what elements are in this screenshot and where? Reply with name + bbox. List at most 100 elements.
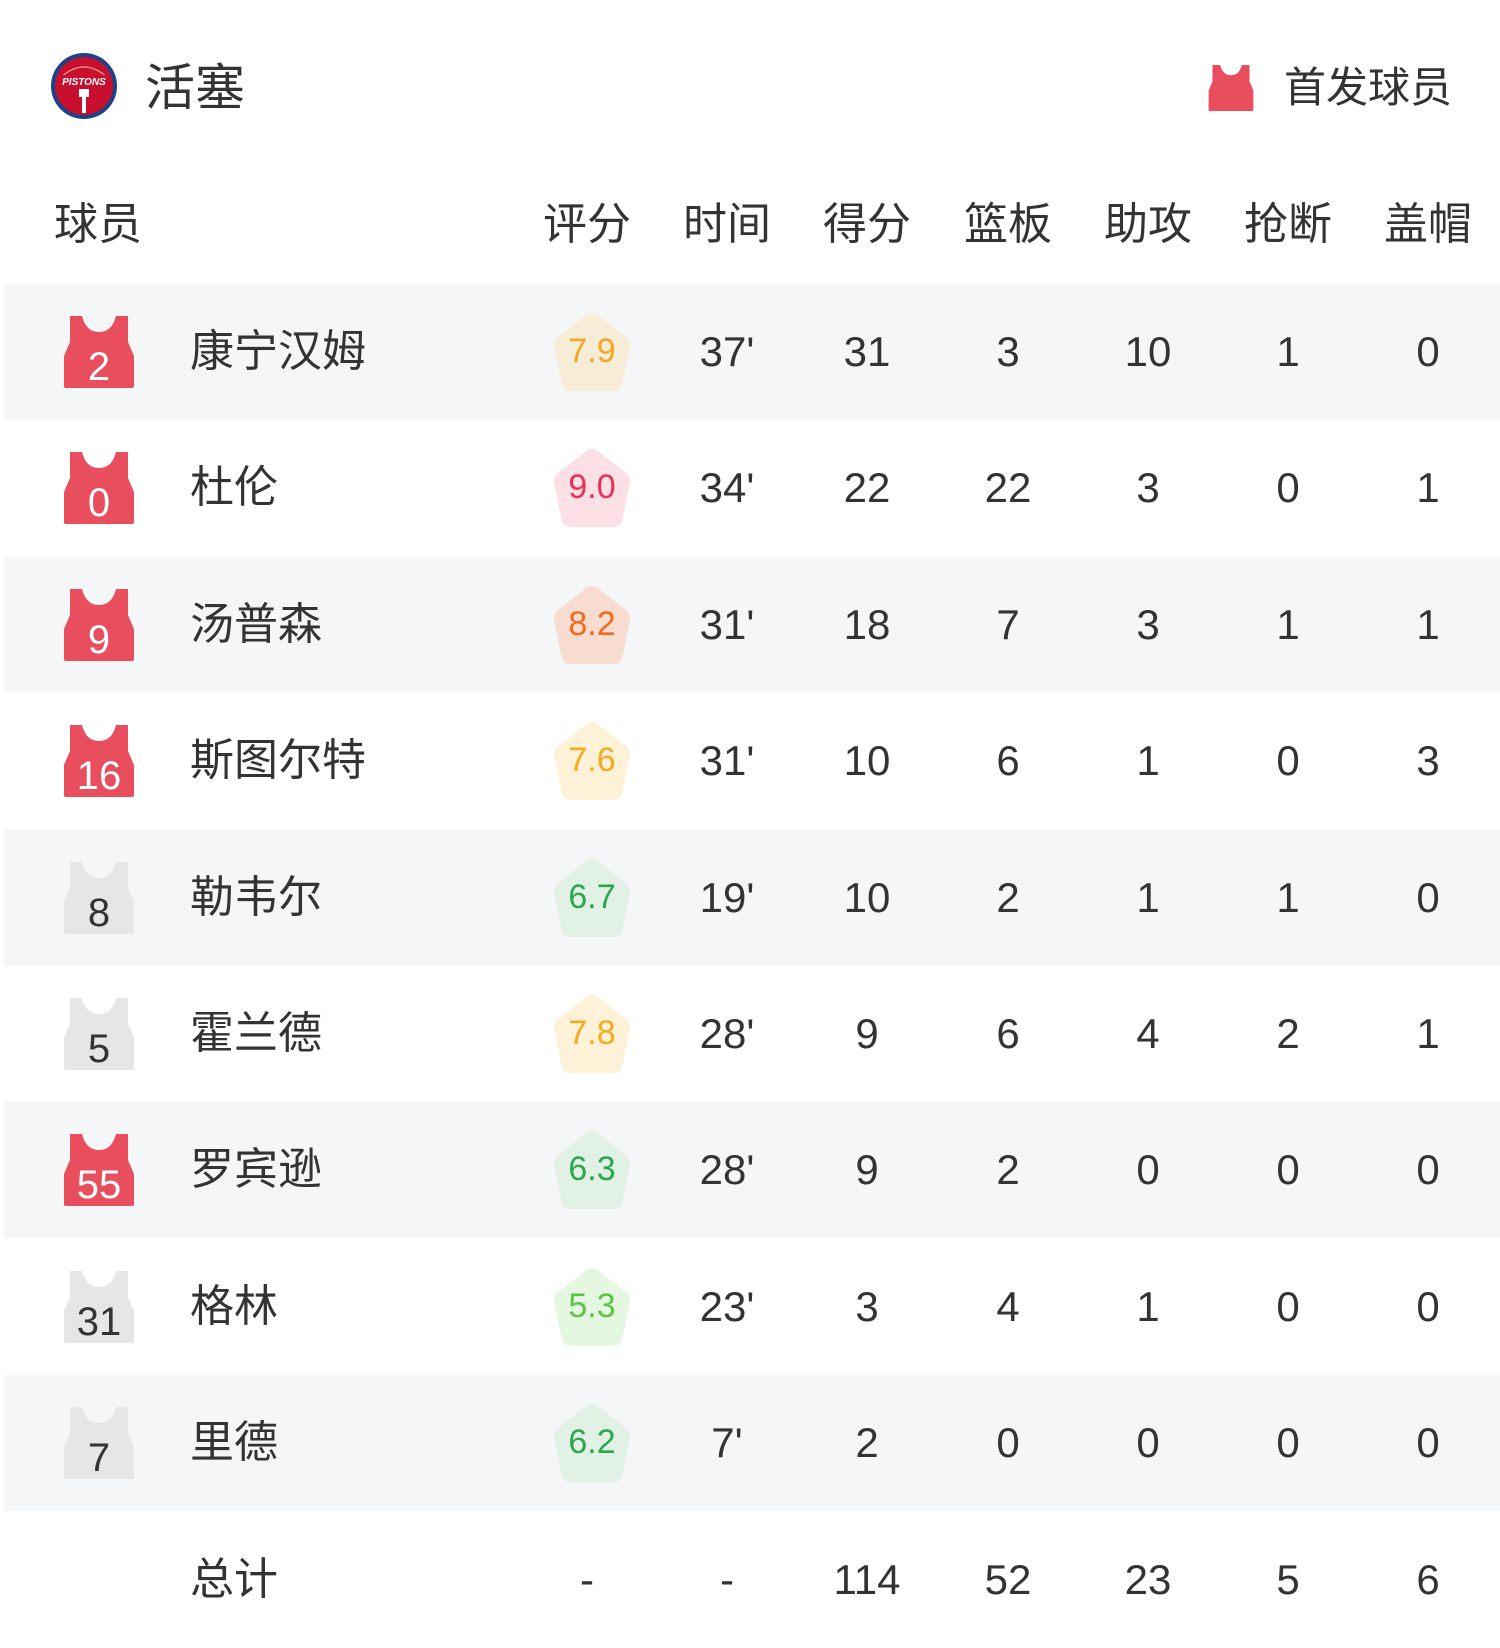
- player-row[interactable]: 2 康宁汉姆 7.9 37' 31 3 10 1 0: [4, 284, 1500, 420]
- rating-value: 7.8: [568, 1014, 616, 1052]
- jersey-icon: 5: [64, 998, 134, 1071]
- stat-minutes: 23': [699, 1282, 755, 1330]
- stat-minutes: 37': [699, 328, 755, 375]
- header-minutes[interactable]: 时间: [683, 200, 771, 249]
- player-row[interactable]: 0 杜伦 9.0 34' 22 22 3 0 1: [4, 420, 1500, 556]
- player-name[interactable]: 霍兰德: [190, 1009, 322, 1058]
- player-name[interactable]: 斯图尔特: [190, 736, 366, 786]
- rating-badge: 6.3: [552, 1129, 632, 1211]
- jersey-number: 31: [76, 1299, 122, 1344]
- stat-steals: 0: [1276, 1146, 1300, 1194]
- jersey-number: 0: [87, 481, 111, 526]
- rating-value: 7.6: [568, 741, 616, 780]
- stat-points: 9: [855, 1146, 879, 1194]
- player-row[interactable]: 8 勒韦尔 6.7 19' 10 2 1 1 0: [4, 829, 1500, 966]
- jersey-number: 7: [87, 1436, 111, 1481]
- jersey-icon: 8: [64, 861, 134, 935]
- header-player: 球员: [54, 200, 142, 249]
- player-name[interactable]: 罗宾逊: [190, 1145, 322, 1195]
- player-name[interactable]: 杜伦: [190, 463, 278, 513]
- stat-minutes: 19': [699, 873, 755, 921]
- header-blocks[interactable]: 盖帽: [1384, 200, 1472, 249]
- total-rebounds: 52: [984, 1556, 1032, 1603]
- player-name[interactable]: 康宁汉姆: [190, 327, 366, 376]
- stat-blocks: 0: [1416, 1146, 1440, 1194]
- jersey-icon: 16: [64, 725, 134, 798]
- stat-points: 31: [843, 328, 891, 375]
- player-row[interactable]: 7 里德 6.2 7' 2 0 0 0 0: [4, 1375, 1500, 1512]
- team-header: PISTONS 活塞 首发球员: [0, 40, 1500, 135]
- stat-assists: 1: [1136, 1282, 1160, 1330]
- stat-rebounds: 7: [996, 600, 1020, 648]
- rating-badge: 6.7: [552, 857, 632, 939]
- header-rating[interactable]: 评分: [543, 200, 631, 249]
- rating-value: 6.7: [568, 877, 616, 916]
- rating-badge: 6.2: [552, 1402, 632, 1484]
- stat-steals: 2: [1276, 1010, 1300, 1057]
- player-row[interactable]: 16 斯图尔特 7.6 31' 10 6 1 0 3: [4, 693, 1500, 829]
- jersey-icon: 55: [64, 1134, 134, 1207]
- stat-rebounds: 0: [996, 1419, 1020, 1467]
- total-points: 114: [833, 1556, 901, 1603]
- jersey-number: 5: [87, 1027, 111, 1071]
- stat-assists: 3: [1136, 600, 1160, 648]
- pistons-logo: PISTONS: [51, 53, 117, 119]
- player-name[interactable]: 勒韦尔: [190, 872, 322, 922]
- column-headers: 球员 评分 时间 得分 篮板 助攻 抢断 盖帽: [0, 190, 1500, 260]
- stat-rebounds: 22: [984, 464, 1032, 512]
- stat-points: 3: [855, 1282, 879, 1330]
- stat-assists: 0: [1136, 1419, 1160, 1467]
- rating-badge: 7.9: [552, 311, 632, 393]
- rating-badge: 5.3: [552, 1266, 632, 1348]
- total-minutes: -: [720, 1556, 734, 1603]
- stat-blocks: 0: [1416, 873, 1440, 921]
- totals-row: 总计 - - 114 52 23 5 6: [4, 1512, 1500, 1648]
- stat-rebounds: 6: [996, 1010, 1020, 1057]
- rating-value: 6.3: [568, 1150, 616, 1189]
- header-steals[interactable]: 抢断: [1244, 200, 1332, 249]
- header-assists[interactable]: 助攻: [1104, 200, 1192, 249]
- header-rebounds[interactable]: 篮板: [964, 200, 1052, 249]
- stat-rebounds: 4: [996, 1282, 1020, 1330]
- rating-value: 8.2: [568, 604, 616, 643]
- stat-rebounds: 6: [996, 737, 1020, 785]
- player-row[interactable]: 9 汤普森 8.2 31' 18 7 3 1 1: [4, 556, 1500, 693]
- stat-points: 10: [843, 873, 891, 921]
- stat-steals: 0: [1276, 1419, 1300, 1467]
- stat-points: 9: [855, 1010, 879, 1057]
- stat-minutes: 31': [699, 737, 755, 785]
- stat-assists: 3: [1136, 464, 1160, 512]
- stat-assists: 10: [1124, 328, 1172, 375]
- player-row[interactable]: 31 格林 5.3 23' 3 4 1 0 0: [4, 1239, 1500, 1375]
- stat-blocks: 1: [1416, 1010, 1440, 1057]
- rating-value: 7.9: [568, 332, 616, 370]
- stat-steals: 1: [1276, 600, 1300, 648]
- player-name[interactable]: 格林: [190, 1281, 278, 1331]
- player-name[interactable]: 汤普森: [190, 599, 322, 649]
- player-row[interactable]: 55 罗宾逊 6.3 28' 9 2 0 0 0: [4, 1102, 1500, 1239]
- stat-assists: 1: [1136, 873, 1160, 921]
- rating-badge: 9.0: [552, 447, 632, 529]
- jersey-icon: 0: [64, 452, 134, 525]
- starter-legend: 首发球员: [1208, 58, 1452, 118]
- header-points[interactable]: 得分: [823, 200, 911, 249]
- jersey-number: 55: [76, 1163, 122, 1208]
- stat-minutes: 34': [699, 464, 755, 512]
- player-row[interactable]: 5 霍兰德 7.8 28' 9 6 4 2 1: [4, 966, 1500, 1102]
- jersey-icon: 7: [64, 1407, 134, 1480]
- stat-minutes: 31': [699, 600, 755, 648]
- stat-blocks: 1: [1416, 600, 1440, 648]
- rating-badge: 7.6: [552, 720, 632, 802]
- jersey-number: 9: [87, 617, 111, 662]
- stat-steals: 0: [1276, 737, 1300, 785]
- stat-blocks: 0: [1416, 1282, 1440, 1330]
- stat-points: 18: [843, 600, 891, 648]
- player-name[interactable]: 里德: [190, 1418, 278, 1468]
- stat-steals: 0: [1276, 464, 1300, 512]
- stat-steals: 1: [1276, 873, 1300, 921]
- rating-value: 9.0: [568, 468, 616, 507]
- jersey-icon: [1208, 65, 1254, 111]
- jersey-icon: 9: [64, 588, 134, 662]
- stat-minutes: 28': [699, 1010, 755, 1057]
- stat-assists: 4: [1136, 1010, 1160, 1057]
